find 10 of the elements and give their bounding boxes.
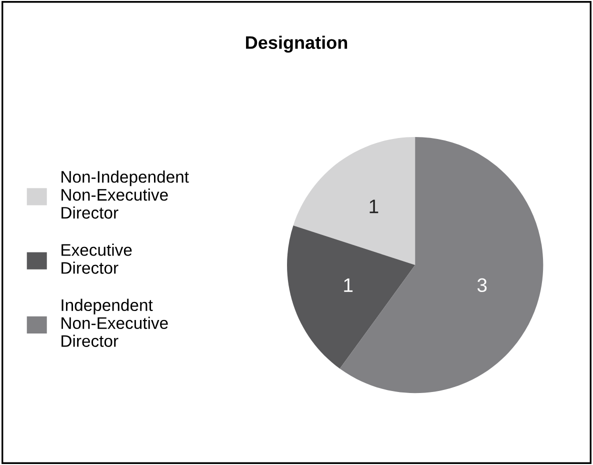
pie-slice (340, 136, 544, 394)
legend-label: Executive Director (62, 244, 132, 274)
pie-slice (293, 136, 416, 266)
pie-slice (287, 225, 416, 369)
data-label: 1 (344, 278, 353, 292)
legend-label: Independent Non-Executive Director (62, 298, 168, 347)
data-label: 1 (370, 200, 378, 214)
data-label: 3 (477, 278, 487, 292)
legend-label: Non-Independent Non-Executive Director (62, 170, 189, 219)
chart-title: Designation (246, 36, 348, 53)
